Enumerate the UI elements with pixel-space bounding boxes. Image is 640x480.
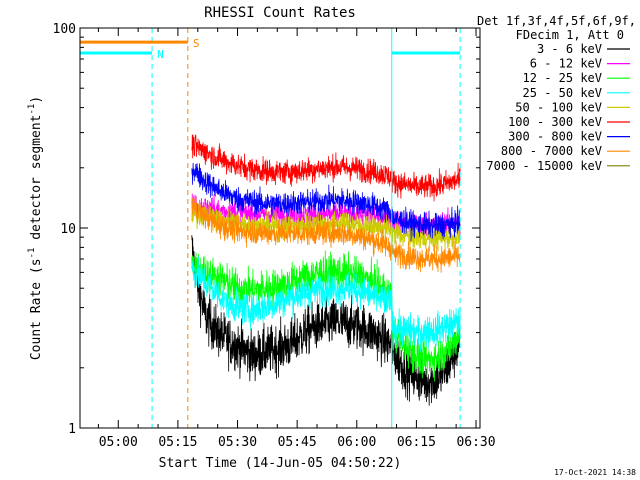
legend-label-2: 12 - 25 keV	[523, 71, 602, 85]
legend-header-line-2: FDecim 1, Att 0	[516, 28, 624, 42]
series-line-5	[191, 134, 461, 202]
legend: Det 1f,3f,4f,5f,6f,9f, FDecim 1, Att 0 3…	[477, 14, 636, 173]
x-tick-label-4: 06:00	[337, 435, 376, 450]
legend-header-line-1: Det 1f,3f,4f,5f,6f,9f,	[477, 14, 636, 28]
plot-area: NS	[79, 28, 461, 428]
series-line-3	[191, 256, 461, 352]
series-line-0	[191, 235, 461, 406]
legend-label-4: 50 - 100 keV	[515, 100, 602, 114]
x-tick-label-1: 05:15	[158, 435, 197, 450]
series-line-7	[191, 197, 461, 273]
legend-label-8: 7000 - 15000 keV	[486, 159, 602, 173]
legend-label-3: 25 - 50 keV	[523, 86, 602, 100]
x-tick-label-3: 05:45	[278, 435, 317, 450]
legend-label-6: 300 - 800 keV	[508, 130, 602, 144]
footer-date: 17-Oct-2021 14:38	[554, 468, 636, 477]
series-line-2	[191, 250, 461, 382]
legend-label-7: 800 - 7000 keV	[501, 144, 602, 158]
y-axis-label: Count Rate (s-1 detector segment-1)	[27, 96, 44, 360]
x-tick-label-0: 05:00	[99, 435, 138, 450]
interval-label-0: N	[157, 48, 164, 61]
y-tick-label-0: 1	[68, 422, 76, 437]
x-tick-label-6: 06:30	[456, 435, 495, 450]
series-line-6	[191, 162, 461, 242]
legend-label-5: 100 - 300 keV	[508, 115, 602, 129]
x-axis-label: Start Time (14-Jun-05 04:50:22)	[159, 456, 402, 471]
interval-label-1: S	[193, 37, 200, 50]
y-tick-label-2: 100	[53, 22, 76, 37]
x-tick-label-5: 06:15	[397, 435, 436, 450]
legend-label-1: 6 - 12 keV	[530, 57, 602, 71]
chart-title: RHESSI Count Rates	[204, 5, 356, 21]
axes: 1 10 100 05:00 05:15 05:30 05:45 06:00 06:15 06:3…	[53, 22, 496, 450]
y-tick-label-1: 10	[60, 222, 76, 237]
legend-label-0: 3 - 6 keV	[537, 42, 602, 56]
x-tick-label-2: 05:30	[218, 435, 257, 450]
